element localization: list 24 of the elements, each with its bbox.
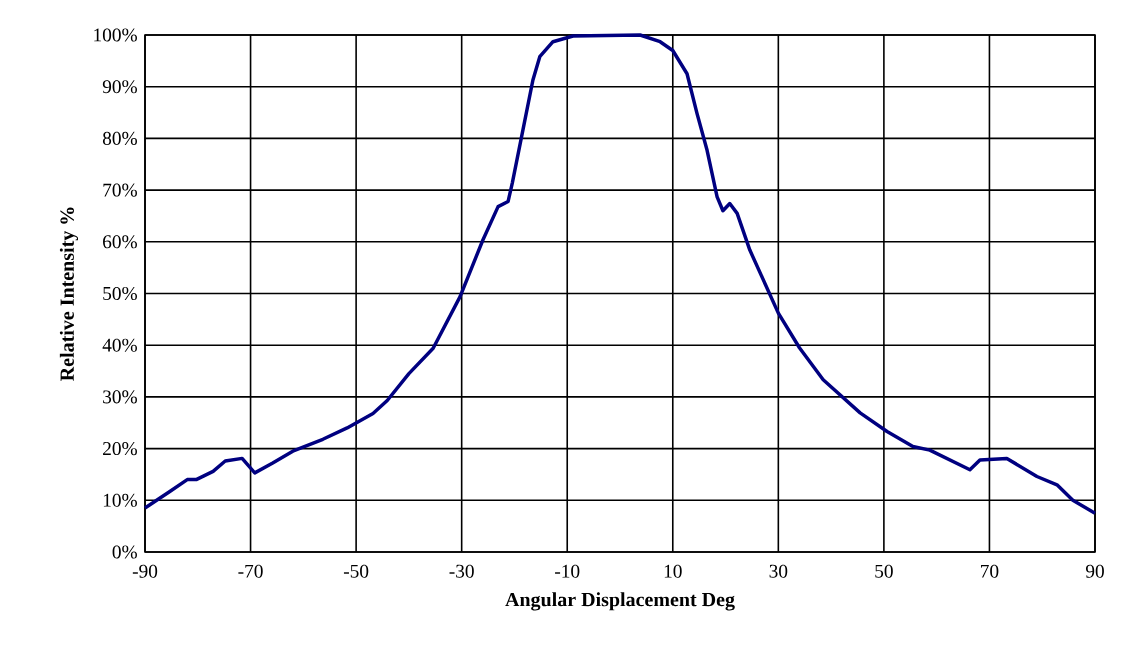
x-axis-title: Angular Displacement Deg: [505, 592, 735, 611]
x-tick-label: 10: [664, 564, 682, 578]
x-tick-label: -30: [449, 564, 474, 578]
x-tick-label: -50: [343, 564, 369, 578]
y-tick-label: 50%: [103, 286, 137, 301]
x-tick-label: -90: [132, 564, 158, 578]
x-tick-label: 70: [981, 564, 999, 578]
y-tick-label: 90%: [102, 80, 137, 94]
y-tick-label: 10%: [103, 493, 137, 507]
x-tick-label: -10: [555, 564, 580, 578]
y-tick-label: 30%: [103, 390, 137, 404]
y-tick-label: 80%: [102, 131, 137, 145]
x-tick-label: 50: [875, 564, 893, 578]
y-tick-label: 40%: [102, 338, 137, 352]
x-tick-label: 90: [1085, 564, 1104, 578]
x-tick-label: 30: [769, 564, 788, 578]
y-axis-title: Relative Intensity %: [59, 207, 79, 381]
y-tick-label: 100%: [94, 28, 137, 42]
line-series: [143, 33, 1097, 515]
y-tick-label: 60%: [103, 235, 137, 249]
y-tick-label: 70%: [103, 183, 137, 197]
y-tick-label: 0%: [112, 545, 137, 559]
y-tick-label: 20%: [103, 442, 137, 456]
x-tick-label: -70: [238, 564, 263, 578]
